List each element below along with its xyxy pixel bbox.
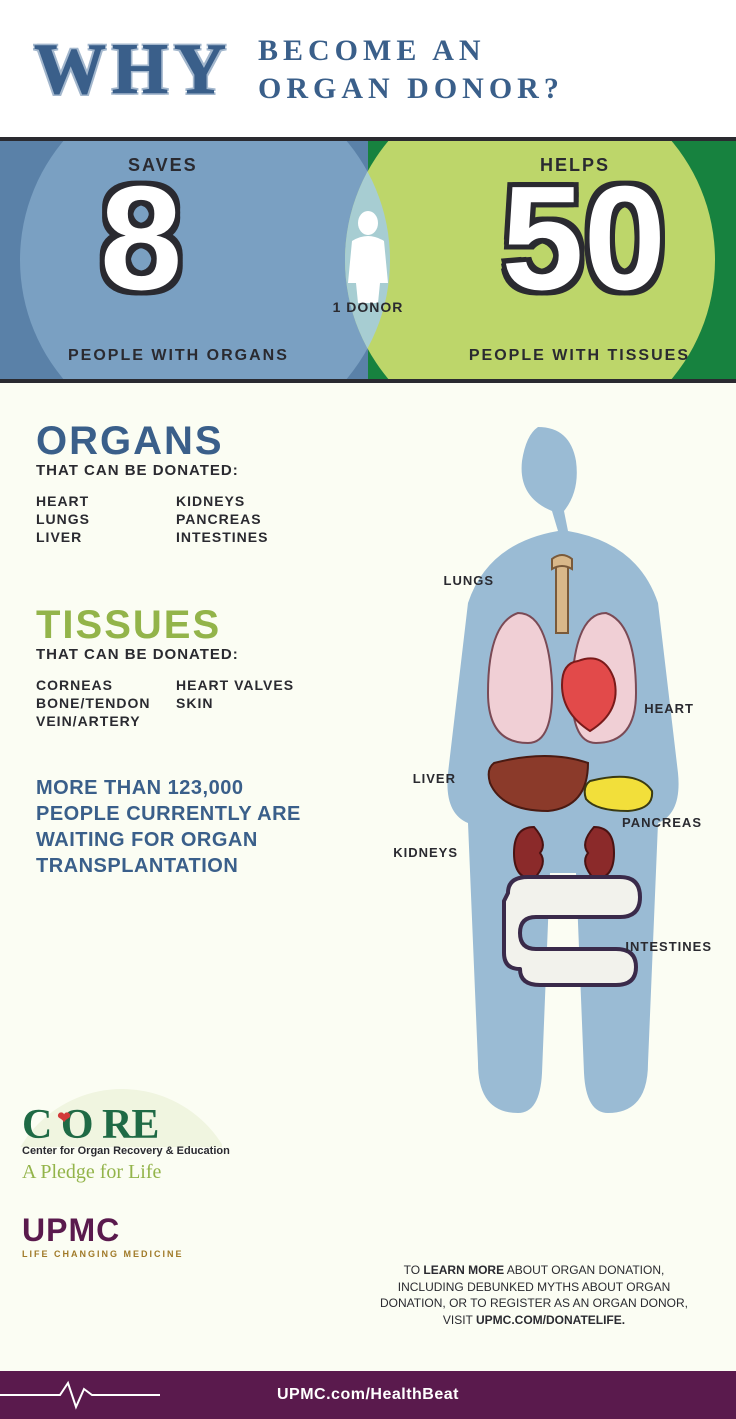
core-tagline-2: A Pledge for Life — [22, 1161, 282, 1184]
logos: C O❤ RE Center for Organ Recovery & Educ… — [22, 1101, 282, 1331]
list-item: VEIN/ARTERY — [36, 713, 176, 729]
venn-band: SAVES HELPS 1 DONOR PEOPLE WITH ORGANS P… — [0, 137, 736, 383]
list-item: HEART — [36, 493, 176, 509]
anatomy-label-kidneys: KIDNEYS — [393, 845, 458, 860]
core-logo: C O❤ RE — [22, 1101, 282, 1149]
list-item: PANCREAS — [176, 511, 336, 527]
anatomy-label-pancreas: PANCREAS — [622, 815, 702, 830]
learn-more-text: TO LEARN MORE ABOUT ORGAN DONATION,INCLU… — [364, 1262, 704, 1329]
list-item: KIDNEYS — [176, 493, 336, 509]
list-item: LUNGS — [36, 511, 176, 527]
list-item: BONE/TENDON — [36, 695, 176, 711]
anatomy-figure — [338, 413, 718, 1133]
pancreas-icon — [585, 777, 652, 811]
footer-url: UPMC.com/HealthBeat — [277, 1386, 459, 1404]
footer: UPMC.com/HealthBeat — [0, 1371, 736, 1419]
list-item: INTESTINES — [176, 529, 336, 545]
anatomy-label-intestines: INTESTINES — [625, 939, 712, 954]
title-subtitle: BECOME AN ORGAN DONOR? — [258, 32, 564, 107]
callout-stat: MORE THAN 123,000 PEOPLE CURRENTLY ARE W… — [36, 775, 336, 879]
anatomy-label-heart: HEART — [644, 701, 694, 716]
anatomy-label-liver: LIVER — [413, 771, 456, 786]
list-item: LIVER — [36, 529, 176, 545]
infographic: WHY BECOME AN ORGAN DONOR? SAVES HELPS 1… — [0, 0, 736, 1419]
title-why: WHY — [34, 28, 232, 111]
list-item: HEART VALVES — [176, 677, 336, 693]
list-item — [176, 713, 336, 729]
list-item: CORNEAS — [36, 677, 176, 693]
upmc-logo-block: UPMC LIFE CHANGING MEDICINE — [22, 1212, 282, 1259]
upmc-logo: UPMC — [22, 1212, 282, 1249]
ekg-icon — [0, 1375, 160, 1415]
anatomy-label-lungs: LUNGS — [444, 573, 495, 588]
body-section: ORGANS THAT CAN BE DONATED: HEART KIDNEY… — [0, 383, 736, 1371]
list-item: SKIN — [176, 695, 336, 711]
upmc-tagline: LIFE CHANGING MEDICINE — [22, 1249, 282, 1259]
header: WHY BECOME AN ORGAN DONOR? — [0, 0, 736, 137]
venn-diagram — [0, 141, 736, 379]
